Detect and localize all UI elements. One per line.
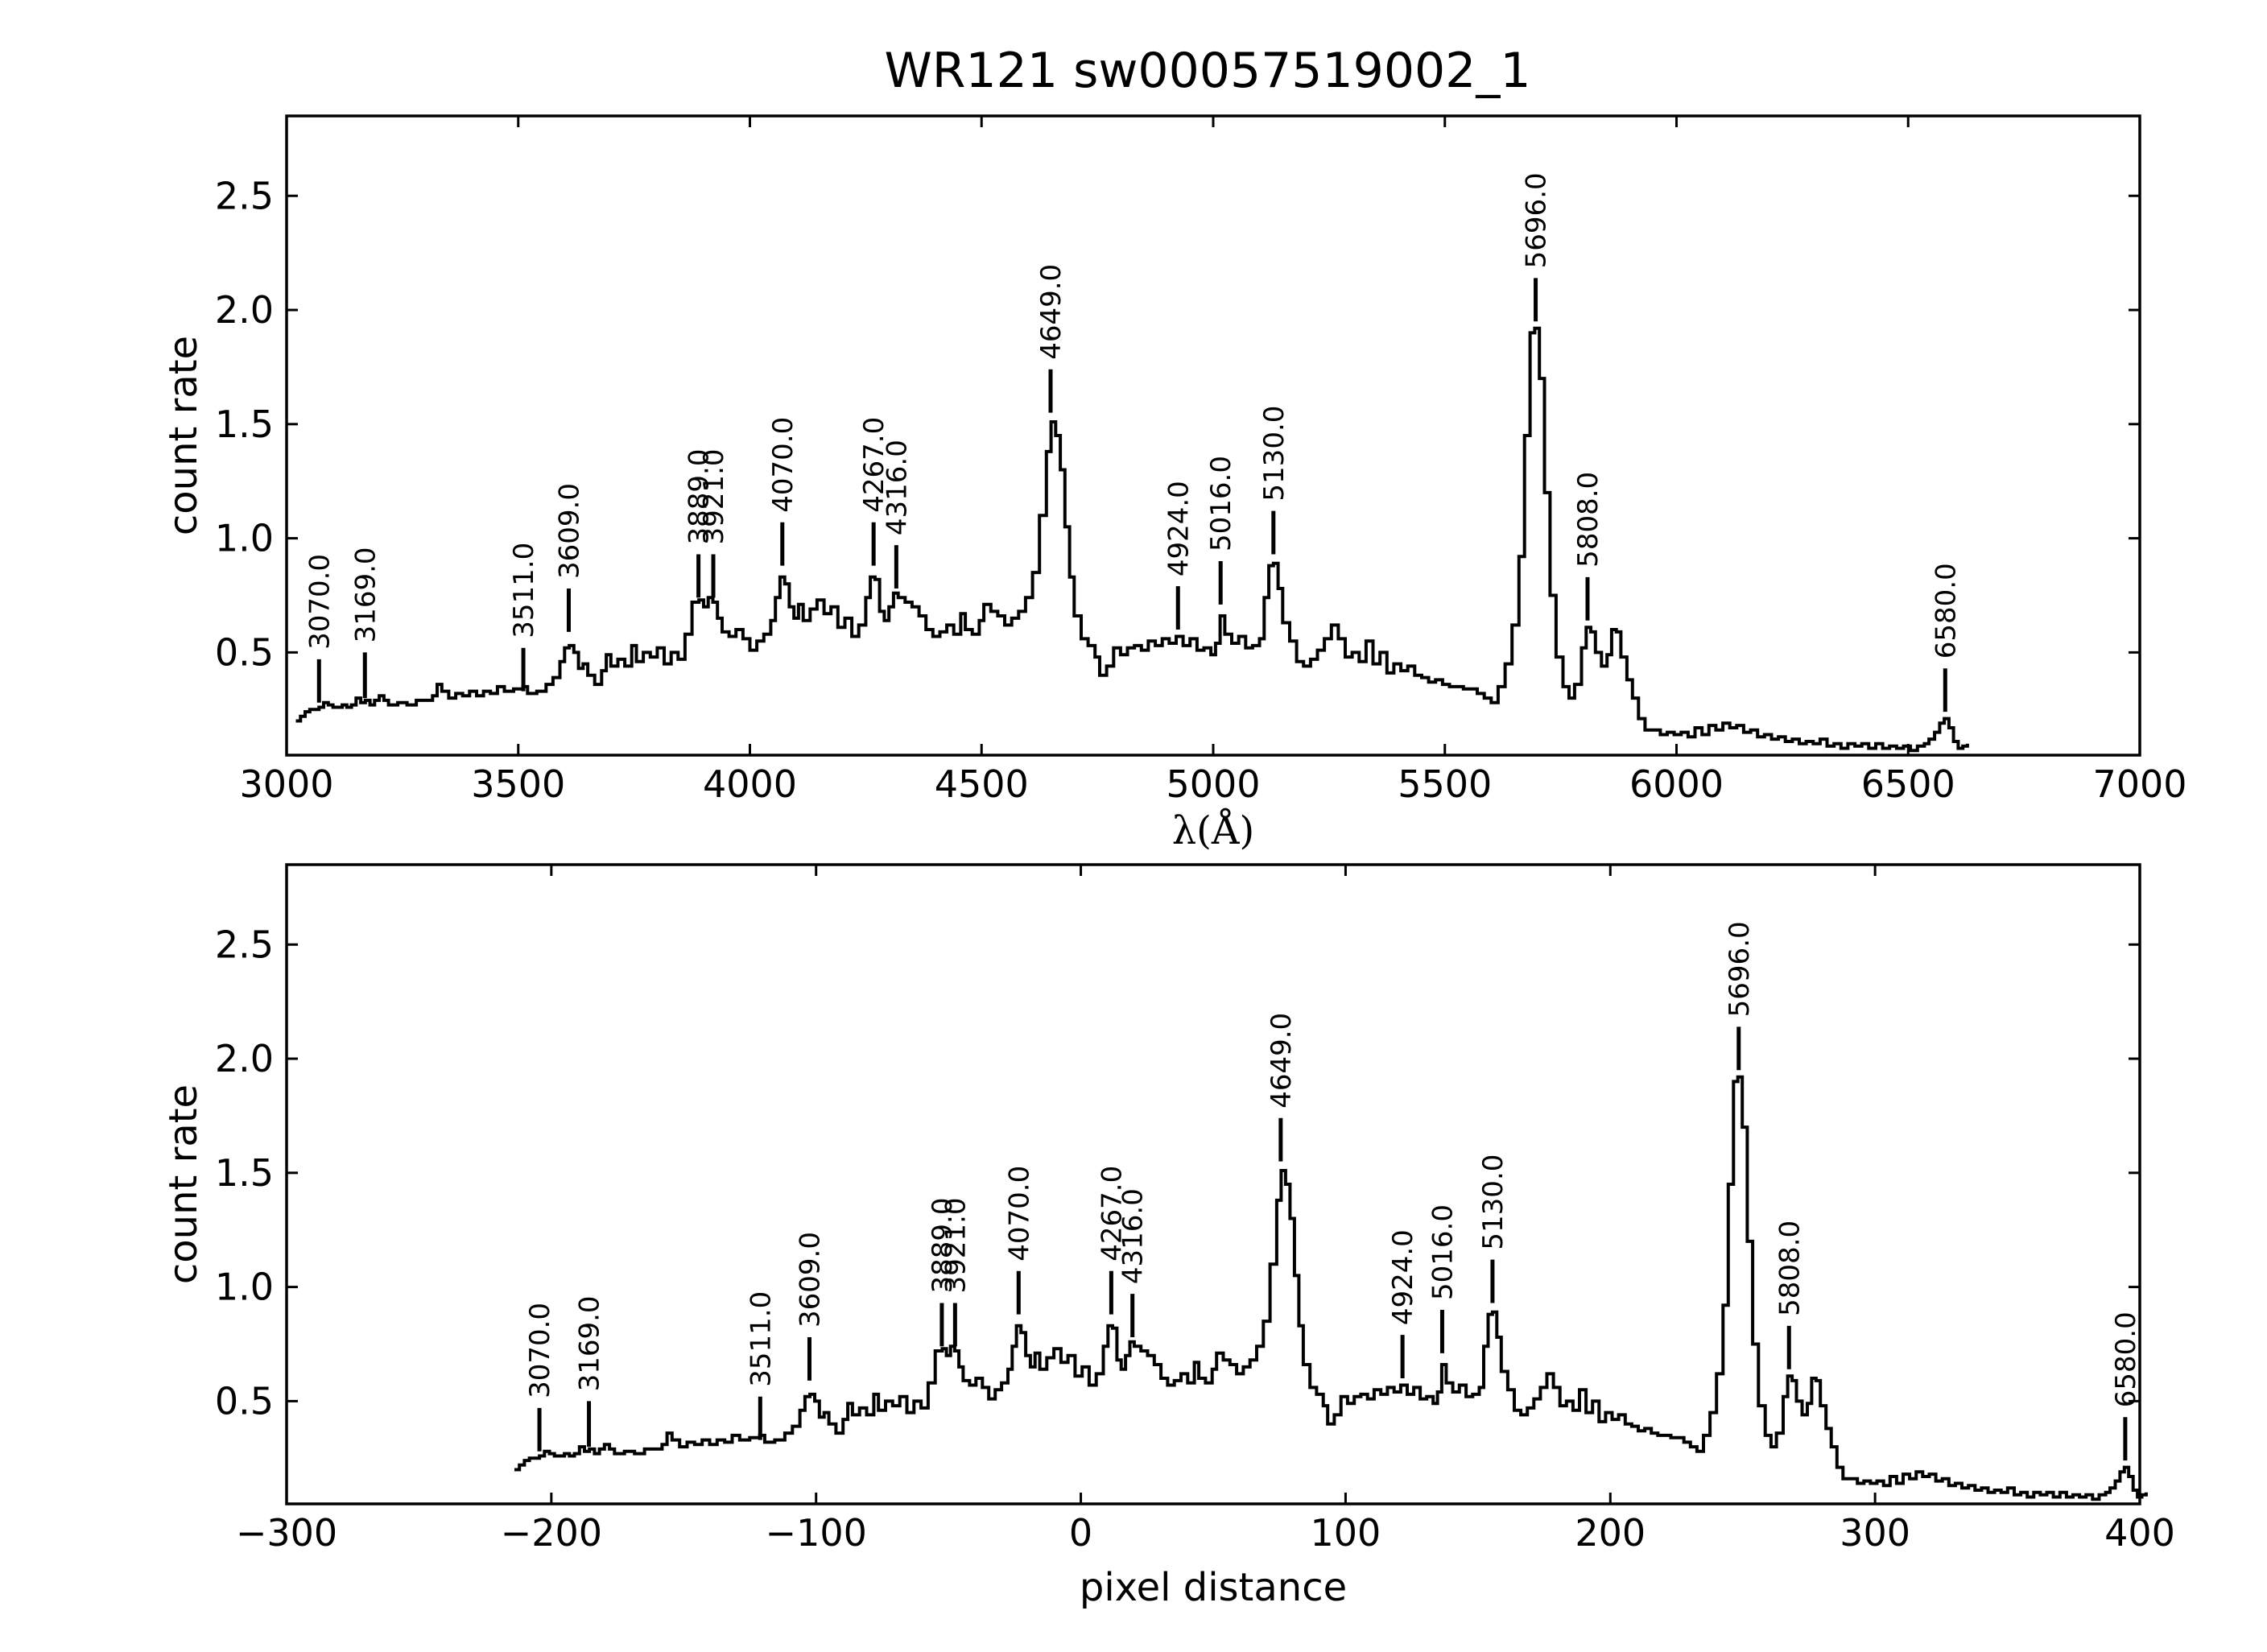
line-label-5016.0: 5016.0 bbox=[1427, 1204, 1459, 1300]
x-tick-label: 5500 bbox=[1398, 762, 1492, 806]
x-tick-label: 400 bbox=[2104, 1511, 2175, 1555]
y-tick-label: 1.0 bbox=[215, 517, 274, 560]
y-tick-label: 2.5 bbox=[215, 923, 274, 966]
x-tick-label: 4500 bbox=[935, 762, 1029, 806]
x-tick-label: 3000 bbox=[239, 762, 333, 806]
spectrum-line-pixel bbox=[514, 1075, 2148, 1501]
y-tick-label: 2.0 bbox=[215, 1037, 274, 1080]
line-label-3169.0: 3169.0 bbox=[349, 547, 382, 642]
y-tick-label: 1.5 bbox=[215, 1151, 274, 1195]
x-tick-label: 3500 bbox=[471, 762, 565, 806]
line-label-4267.0: 4267.0 bbox=[1096, 1166, 1128, 1262]
x-tick-label: 4000 bbox=[703, 762, 797, 806]
spectrum-line-wavelength bbox=[295, 326, 1969, 753]
y-axis-label: count rate bbox=[161, 336, 206, 535]
plot-frame-pixel bbox=[285, 863, 2141, 1505]
x-tick-label: −300 bbox=[236, 1511, 337, 1555]
line-label-4070.0: 4070.0 bbox=[1003, 1166, 1035, 1262]
x-tick-label: −200 bbox=[501, 1511, 602, 1555]
line-label-5808.0: 5808.0 bbox=[1774, 1220, 1806, 1316]
line-label-3511.0: 3511.0 bbox=[508, 543, 540, 638]
line-label-3889.0: 3889.0 bbox=[683, 448, 716, 544]
line-label-6580.0: 6580.0 bbox=[1930, 563, 1962, 659]
line-label-3921.0: 3921.0 bbox=[698, 448, 730, 544]
x-axis-label: pixel distance bbox=[1080, 1565, 1347, 1610]
line-label-5808.0: 5808.0 bbox=[1572, 472, 1604, 568]
line-label-4924.0: 4924.0 bbox=[1162, 481, 1195, 576]
x-tick-label: 7000 bbox=[2092, 762, 2186, 806]
line-label-5016.0: 5016.0 bbox=[1205, 456, 1237, 551]
y-tick-label: 1.5 bbox=[215, 403, 274, 446]
line-label-5696.0: 5696.0 bbox=[1521, 172, 1553, 268]
line-label-4070.0: 4070.0 bbox=[767, 417, 799, 513]
line-label-3070.0: 3070.0 bbox=[524, 1303, 556, 1398]
line-label-3609.0: 3609.0 bbox=[553, 483, 585, 579]
x-tick-label: 300 bbox=[1840, 1511, 1910, 1555]
line-label-4649.0: 4649.0 bbox=[1035, 264, 1067, 360]
line-label-3609.0: 3609.0 bbox=[794, 1232, 826, 1328]
line-label-5696.0: 5696.0 bbox=[1724, 921, 1756, 1017]
y-tick-label: 0.5 bbox=[215, 1379, 274, 1423]
y-axis-label: count rate bbox=[161, 1084, 206, 1284]
x-tick-label: 200 bbox=[1575, 1511, 1646, 1555]
line-label-3889.0: 3889.0 bbox=[927, 1197, 959, 1293]
y-tick-label: 1.0 bbox=[215, 1266, 274, 1309]
x-tick-label: 0 bbox=[1069, 1511, 1092, 1555]
x-axis-label: λ(Å) bbox=[1172, 807, 1255, 853]
line-label-5130.0: 5130.0 bbox=[1258, 406, 1290, 502]
x-tick-label: 6500 bbox=[1861, 762, 1955, 806]
y-tick-label: 2.5 bbox=[215, 174, 274, 217]
line-label-3070.0: 3070.0 bbox=[304, 554, 336, 650]
line-label-4316.0: 4316.0 bbox=[1117, 1188, 1150, 1284]
line-label-3169.0: 3169.0 bbox=[574, 1295, 606, 1391]
line-label-5130.0: 5130.0 bbox=[1477, 1154, 1509, 1250]
y-tick-label: 0.5 bbox=[215, 630, 274, 674]
x-tick-label: 5000 bbox=[1166, 762, 1260, 806]
line-label-4649.0: 4649.0 bbox=[1266, 1013, 1298, 1109]
x-tick-label: 100 bbox=[1311, 1511, 1381, 1555]
x-tick-label: 6000 bbox=[1629, 762, 1724, 806]
y-tick-label: 2.0 bbox=[215, 288, 274, 332]
x-tick-label: −100 bbox=[766, 1511, 867, 1555]
line-label-4267.0: 4267.0 bbox=[858, 417, 890, 513]
line-label-6580.0: 6580.0 bbox=[2110, 1311, 2142, 1407]
line-label-3511.0: 3511.0 bbox=[745, 1291, 777, 1387]
line-label-3921.0: 3921.0 bbox=[939, 1197, 972, 1293]
line-label-4924.0: 4924.0 bbox=[1387, 1229, 1419, 1325]
line-label-4316.0: 4316.0 bbox=[881, 440, 913, 535]
chart-title: WR121 sw00057519002_1 bbox=[884, 43, 1530, 99]
